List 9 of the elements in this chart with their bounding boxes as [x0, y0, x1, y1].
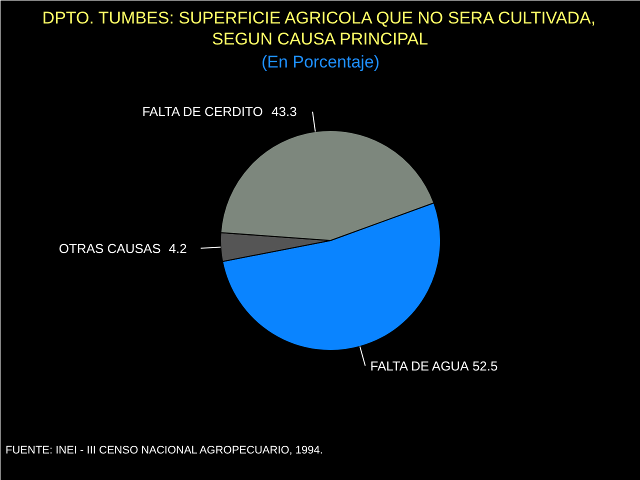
slice-label: FALTA DE AGUA [370, 358, 470, 374]
source-note: FUENTE: INEI - III CENSO NACIONAL AGROPECUARIO, 1994. [6, 444, 323, 456]
slice-label: FALTA DE CERDITO [142, 104, 263, 120]
data-label: 52.5 [472, 358, 498, 374]
slice-label: OTRAS CAUSAS [58, 240, 162, 256]
data-label: 4.2 [168, 240, 187, 256]
data-label: 43.3 [272, 104, 297, 120]
chart-subtitle: (En Porcentaje) [261, 52, 380, 72]
chart-title: DPTO. TUMBES: SUPERFICIE AGRICOLA QUE NO SERA CULTIVADA, SEGUN CAUSA PRINCIPAL [42, 8, 596, 48]
